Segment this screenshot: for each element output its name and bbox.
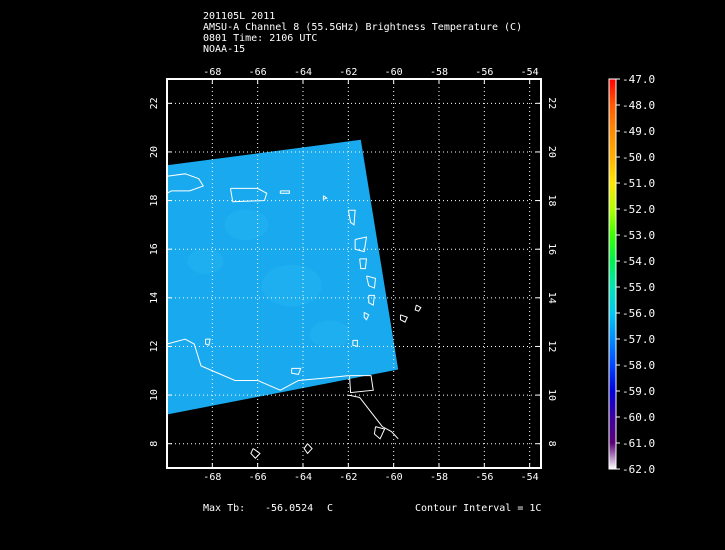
contour-interval: Contour Interval = 1C xyxy=(415,503,542,514)
lon-tick-label-top: -54 xyxy=(521,67,539,78)
colorbar-label: -50.0 xyxy=(622,151,655,164)
coastline xyxy=(166,338,349,391)
colorbar: -47.0 -48.0 -49.0 -50.0 -51.0 -52.0 -53.0 -54.0… xyxy=(608,73,655,476)
coastline xyxy=(414,304,422,312)
lon-tick-label-bottom: -62 xyxy=(339,472,357,483)
lon-tick-label-bottom: -58 xyxy=(430,472,448,483)
lon-tick-label-top: -62 xyxy=(339,67,357,78)
lat-tick-label-left: 20 xyxy=(149,146,160,158)
lon-tick-label-bottom: -66 xyxy=(249,472,267,483)
swath-texture xyxy=(310,320,351,349)
title-line-4: NOAA-15 xyxy=(203,44,246,55)
colorbar-label: -53.0 xyxy=(622,229,655,242)
title-line-1: 201105L 2011 xyxy=(203,11,276,22)
lat-tick-label-right: 22 xyxy=(546,97,557,109)
coastline xyxy=(373,426,386,440)
coastline xyxy=(347,209,356,226)
lat-tick-label-left: 22 xyxy=(149,97,160,109)
coastline xyxy=(303,443,313,455)
lon-tick-label-top: -60 xyxy=(385,67,403,78)
colorbar-label: -58.0 xyxy=(622,359,655,372)
max-tb-value: -56.0524 xyxy=(265,503,314,514)
lat-tick-label-left: 14 xyxy=(149,292,160,304)
lat-tick-label-left: 16 xyxy=(149,243,160,255)
colorbar-label: -57.0 xyxy=(622,333,655,346)
title-line-2: AMSU-A Channel 8 (55.5GHz) Brightness Te… xyxy=(203,22,523,33)
lon-tick-label-bottom: -68 xyxy=(203,472,221,483)
lat-tick-label-left: 10 xyxy=(149,389,160,401)
coastline xyxy=(291,367,302,375)
lat-tick-label-right: 14 xyxy=(546,292,557,304)
coastline xyxy=(348,394,399,440)
colorbar-label: -59.0 xyxy=(622,385,655,398)
lat-tick-label-left: 8 xyxy=(149,441,160,447)
colorbar-label: -60.0 xyxy=(622,411,655,424)
lon-tick-label-top: -68 xyxy=(203,67,221,78)
lon-tick-label-top: -56 xyxy=(475,67,493,78)
colorbar-label: -48.0 xyxy=(622,99,655,112)
lon-tick-label-top: -66 xyxy=(249,67,267,78)
colorbar-label: -47.0 xyxy=(622,73,655,86)
coastline xyxy=(365,275,377,289)
colorbar-label: -55.0 xyxy=(622,281,655,294)
lat-tick-label-right: 16 xyxy=(546,243,557,255)
coastline xyxy=(354,236,368,253)
lat-tick-label-right: 8 xyxy=(546,441,557,447)
coastline xyxy=(363,311,370,321)
lat-tick-label-left: 18 xyxy=(149,195,160,207)
lat-tick-label-right: 18 xyxy=(546,195,557,207)
coastline xyxy=(250,448,261,460)
coastline xyxy=(368,294,375,306)
colorbar-label: -62.0 xyxy=(622,463,655,476)
title-line-3: 0801 Time: 2106 UTC xyxy=(203,33,318,44)
colorbar-label: -49.0 xyxy=(622,125,655,138)
coastline xyxy=(399,314,408,323)
lon-tick-label-bottom: -56 xyxy=(475,472,493,483)
colorbar-label: -61.0 xyxy=(622,437,655,450)
lon-tick-label-bottom: -60 xyxy=(385,472,403,483)
lat-tick-label-right: 12 xyxy=(546,340,557,352)
swath-texture xyxy=(261,264,322,307)
coastline xyxy=(229,187,268,203)
coastline xyxy=(359,258,368,270)
lat-tick-label-right: 20 xyxy=(546,146,557,158)
lat-tick-label-right: 10 xyxy=(546,389,557,401)
lon-tick-label-top: -58 xyxy=(430,67,448,78)
max-tb-label: Max Tb: xyxy=(203,503,246,514)
max-tb-unit: C xyxy=(327,503,334,514)
colorbar-label: -51.0 xyxy=(622,177,655,190)
lon-tick-label-bottom: -64 xyxy=(294,472,312,483)
lon-tick-label-bottom: -54 xyxy=(521,472,539,483)
coastline xyxy=(322,195,328,201)
colorbar-label: -56.0 xyxy=(622,307,655,320)
swath-texture xyxy=(224,209,269,241)
plot-frame xyxy=(166,78,542,469)
colorbar-bar xyxy=(608,78,617,470)
swath-texture xyxy=(187,248,224,274)
lon-tick-label-top: -64 xyxy=(294,67,312,78)
colorbar-label: -54.0 xyxy=(622,255,655,268)
coastline xyxy=(352,339,358,348)
coastline xyxy=(348,375,374,394)
coastline xyxy=(279,190,290,194)
lat-tick-label-left: 12 xyxy=(149,340,160,352)
coastline xyxy=(205,338,211,346)
colorbar-label: -52.0 xyxy=(622,203,655,216)
coastline xyxy=(166,173,205,194)
map-plot-area: -68 -68 -66 -66 -64 -64 -62 -62 -60 -60 -58 -58 -56 -… xyxy=(149,67,557,483)
